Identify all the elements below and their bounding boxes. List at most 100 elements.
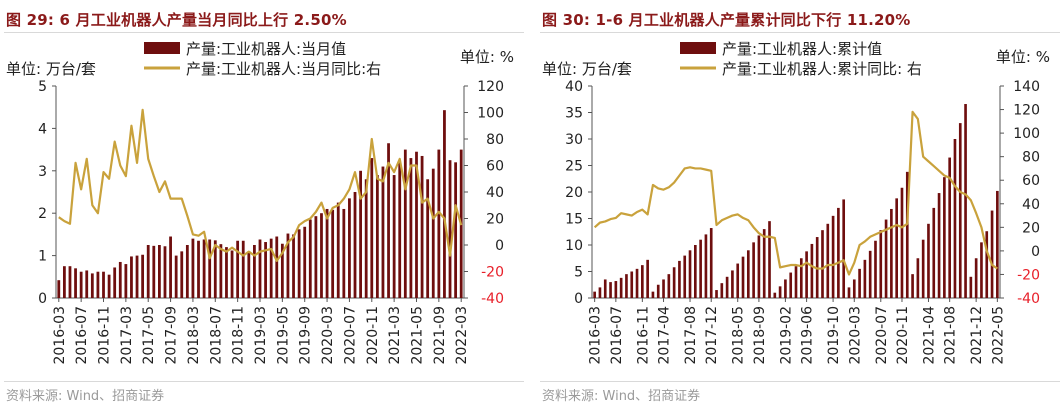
bar	[118, 261, 122, 298]
bar	[868, 250, 872, 298]
bar	[130, 256, 133, 298]
source-divider	[4, 381, 524, 382]
bar	[185, 245, 189, 298]
right-axis-tick-label: 80	[486, 132, 504, 148]
bar	[353, 192, 357, 298]
bar	[964, 104, 967, 299]
series-line	[593, 110, 998, 276]
bar	[141, 254, 145, 298]
bar	[68, 266, 72, 298]
bar	[916, 258, 920, 298]
bar	[297, 229, 301, 298]
bar	[746, 250, 750, 298]
bar	[842, 199, 846, 298]
bar	[197, 240, 200, 298]
bar	[152, 245, 156, 298]
right-axis-tick-label: 120	[477, 79, 504, 95]
bar	[837, 207, 840, 298]
x-axis-tick-label: 2017-08	[683, 306, 699, 365]
bar	[219, 244, 223, 298]
bar	[426, 179, 430, 298]
bar	[990, 210, 994, 298]
left-axis-tick-label: 4	[38, 121, 47, 137]
bar	[847, 287, 851, 298]
bar	[890, 208, 893, 298]
x-axis-tick-label: 2021-08	[943, 306, 959, 365]
bar	[799, 258, 803, 298]
bar	[236, 240, 240, 298]
bar	[794, 266, 798, 298]
bar	[107, 274, 111, 298]
bar	[672, 267, 676, 298]
x-axis-tick-label: 2017-03	[119, 306, 135, 365]
bar	[757, 235, 761, 298]
bar	[208, 239, 212, 298]
bar	[90, 273, 94, 298]
bar	[852, 279, 856, 298]
right-axis-tick-label: -20	[1017, 267, 1040, 283]
bar	[403, 149, 407, 298]
x-axis-tick-label: 2022-03	[454, 306, 470, 365]
bar	[96, 271, 100, 298]
bar	[943, 177, 946, 298]
chart-title-bar: 图 29: 6 月工业机器人产量当月同比上行 2.50%	[4, 6, 524, 33]
bar	[431, 168, 435, 298]
left-unit-label: 单位: 万台/套	[542, 60, 632, 78]
bar	[443, 110, 446, 298]
right-unit-label: 单位: %	[996, 48, 1050, 66]
bar	[948, 157, 951, 298]
bar	[292, 234, 295, 298]
bar	[180, 251, 184, 298]
bar	[308, 219, 312, 298]
bar	[614, 281, 618, 298]
bar	[409, 158, 413, 298]
left-axis-tick-label: 40	[565, 79, 583, 95]
bar	[603, 279, 607, 298]
left-axis-tick-label: 20	[565, 185, 583, 201]
right-axis-tick-label: 60	[486, 159, 504, 175]
bar	[969, 276, 973, 298]
right-axis-tick-label: 100	[1013, 126, 1040, 142]
right-axis-tick-label: 0	[1031, 244, 1040, 260]
bar	[113, 267, 117, 298]
bar	[348, 198, 351, 298]
bar	[336, 202, 340, 298]
bar	[932, 207, 936, 298]
bar	[784, 279, 787, 298]
bar	[821, 230, 824, 298]
left-axis-tick-label: 0	[38, 291, 47, 307]
bar	[741, 256, 745, 298]
bar	[264, 242, 267, 298]
x-axis-tick-label: 2021-04	[921, 306, 937, 365]
x-axis-tick-label: 2018-05	[731, 306, 747, 365]
bar	[699, 239, 702, 298]
bar	[651, 291, 655, 298]
right-axis-tick-label: 40	[1022, 197, 1040, 213]
bar	[225, 247, 228, 298]
right-axis-tick-label: 100	[477, 106, 504, 122]
bar	[375, 175, 379, 298]
bar	[720, 283, 724, 298]
x-axis-tick-label: 2020-07	[874, 306, 890, 365]
legend-bar-label: 产量:工业机器人:当月值	[186, 40, 346, 58]
legend-bar-swatch	[144, 42, 180, 54]
bar	[826, 223, 830, 298]
legend-bar-swatch	[680, 42, 716, 54]
right-axis-tick-label: -40	[481, 291, 504, 307]
bar	[286, 233, 290, 298]
x-axis-tick-label: 2017-04	[657, 306, 673, 365]
bar	[74, 268, 77, 298]
bar	[135, 255, 139, 298]
bar	[911, 274, 914, 298]
chart-panel-29: 图 29: 6 月工业机器人产量当月同比上行 2.50% 0 1 2 3 4 5 -40 -2…	[4, 0, 524, 409]
right-axis-tick-label: 20	[1022, 220, 1040, 236]
bar	[678, 260, 681, 298]
bar	[280, 243, 284, 298]
right-axis-tick-label: 0	[495, 238, 504, 254]
x-axis-tick-label: 2017-05	[141, 306, 157, 365]
series-line	[58, 108, 463, 262]
bar	[974, 258, 978, 298]
bar	[688, 250, 692, 298]
bar	[609, 282, 612, 298]
bar	[230, 250, 234, 298]
